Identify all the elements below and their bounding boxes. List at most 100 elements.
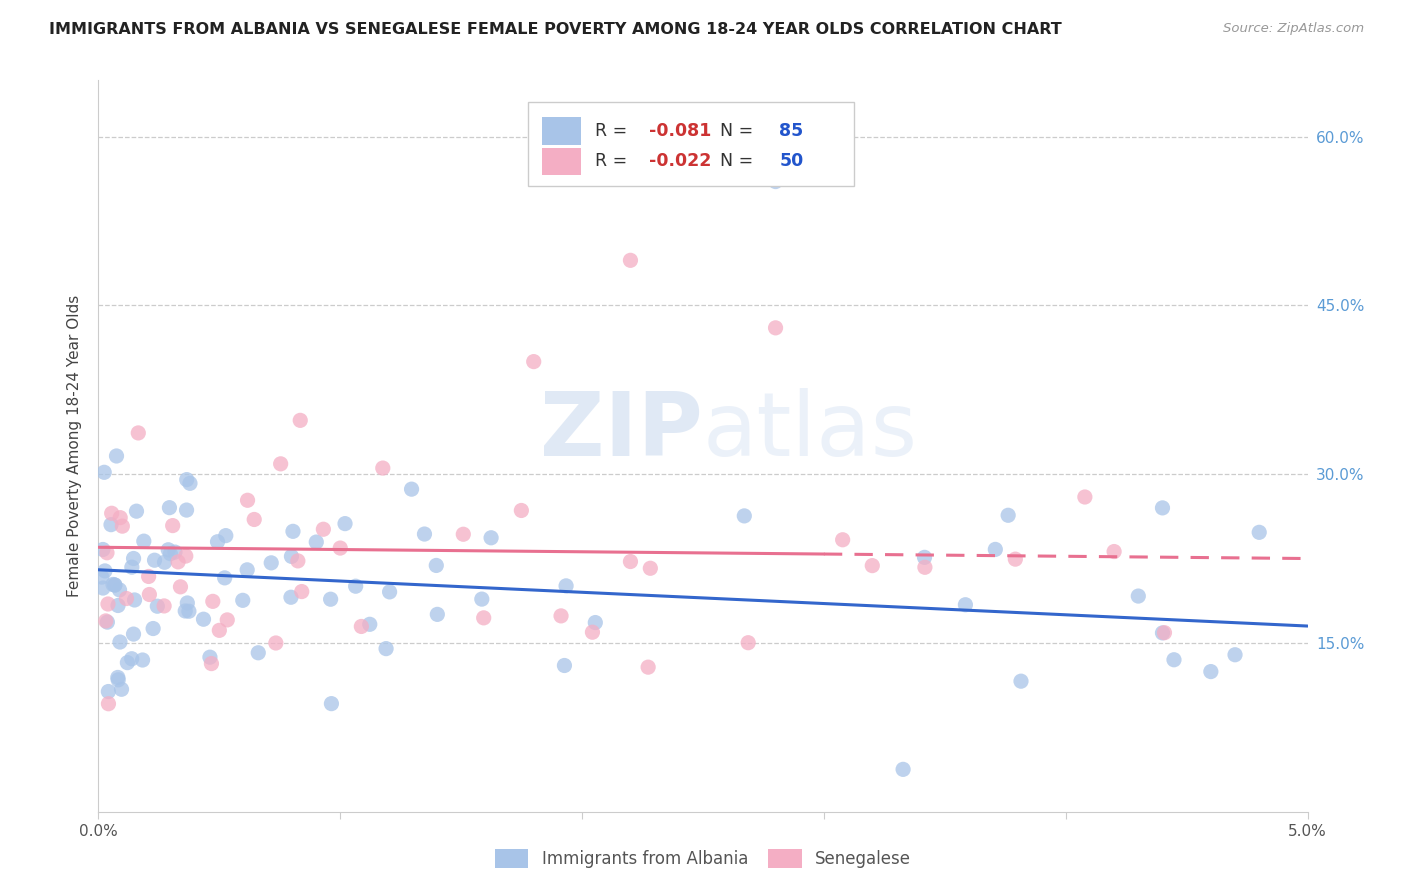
Point: [891, 763, 914, 777]
Point: [96, 615, 118, 629]
Text: IMMIGRANTS FROM ALBANIA VS SENEGALESE FEMALE POVERTY AMONG 18-24 YEAR OLDS CORRE: IMMIGRANTS FROM ALBANIA VS SENEGALESE FE…: [49, 22, 1062, 37]
Point: [305, 535, 328, 549]
Point: [765, 321, 787, 335]
Point: [359, 617, 381, 632]
Point: [215, 528, 238, 542]
Point: [163, 545, 186, 559]
Point: [104, 578, 127, 592]
Point: [207, 534, 229, 549]
Point: [553, 658, 575, 673]
Point: [472, 611, 495, 625]
Point: [1004, 552, 1026, 566]
Point: [984, 542, 1007, 557]
Point: [193, 612, 215, 626]
Point: [1153, 625, 1175, 640]
Point: [177, 604, 200, 618]
Point: [157, 542, 180, 557]
Point: [132, 534, 155, 549]
Point: [94, 564, 117, 578]
Text: ZIP: ZIP: [540, 388, 703, 475]
Point: [121, 560, 143, 574]
Point: [955, 598, 977, 612]
Point: [201, 594, 224, 608]
Point: [200, 657, 222, 671]
Point: [914, 550, 936, 565]
Point: [217, 613, 239, 627]
Point: [143, 553, 166, 567]
Text: 50: 50: [779, 153, 803, 170]
Point: [637, 660, 659, 674]
Point: [344, 579, 367, 593]
Point: [765, 175, 787, 189]
Bar: [543, 147, 581, 176]
Point: [550, 608, 572, 623]
Point: [479, 531, 502, 545]
Point: [583, 615, 606, 630]
Point: [127, 425, 149, 440]
Point: [174, 604, 197, 618]
Point: [124, 593, 146, 607]
Point: [162, 518, 184, 533]
Point: [291, 584, 314, 599]
Point: [264, 636, 287, 650]
Point: [107, 599, 129, 613]
Point: [619, 555, 641, 569]
Point: [159, 500, 181, 515]
Point: [198, 650, 221, 665]
Point: [333, 516, 356, 531]
Point: [142, 622, 165, 636]
Point: [860, 558, 883, 573]
Point: [280, 549, 302, 564]
Point: [375, 641, 398, 656]
Point: [91, 542, 114, 557]
Point: [319, 592, 342, 607]
Point: [371, 461, 394, 475]
Point: [426, 607, 449, 622]
Point: [97, 597, 120, 611]
Y-axis label: Female Poverty Among 18-24 Year Olds: Female Poverty Among 18-24 Year Olds: [67, 295, 83, 597]
Point: [100, 517, 122, 532]
Point: [232, 593, 254, 607]
Text: N =: N =: [709, 121, 759, 140]
FancyBboxPatch shape: [527, 103, 855, 186]
Point: [176, 596, 198, 610]
Point: [914, 560, 936, 574]
Point: [93, 465, 115, 479]
Point: [243, 512, 266, 526]
Point: [413, 527, 436, 541]
Point: [138, 569, 160, 583]
Point: [91, 581, 114, 595]
Point: [97, 697, 120, 711]
Bar: [543, 117, 581, 145]
Point: [401, 482, 423, 496]
Point: [108, 635, 131, 649]
Point: [176, 473, 198, 487]
Point: [287, 554, 309, 568]
Text: Source: ZipAtlas.com: Source: ZipAtlas.com: [1223, 22, 1364, 36]
Point: [997, 508, 1019, 523]
Point: [280, 591, 302, 605]
Point: [105, 449, 128, 463]
Point: [378, 585, 401, 599]
Point: [90, 570, 112, 584]
Point: [1223, 648, 1246, 662]
Point: [146, 599, 169, 614]
Point: [236, 563, 259, 577]
Point: [117, 656, 139, 670]
Point: [176, 503, 198, 517]
Point: [290, 413, 312, 427]
Point: [153, 555, 176, 569]
Point: [101, 577, 124, 591]
Text: 85: 85: [779, 121, 803, 140]
Point: [208, 624, 231, 638]
Point: [329, 541, 352, 555]
Point: [350, 619, 373, 633]
Text: R =: R =: [595, 121, 633, 140]
Point: [733, 508, 755, 523]
Point: [122, 627, 145, 641]
Text: R =: R =: [595, 153, 633, 170]
Text: -0.081: -0.081: [648, 121, 711, 140]
Point: [108, 510, 131, 524]
Point: [247, 646, 270, 660]
Text: atlas: atlas: [703, 388, 918, 475]
